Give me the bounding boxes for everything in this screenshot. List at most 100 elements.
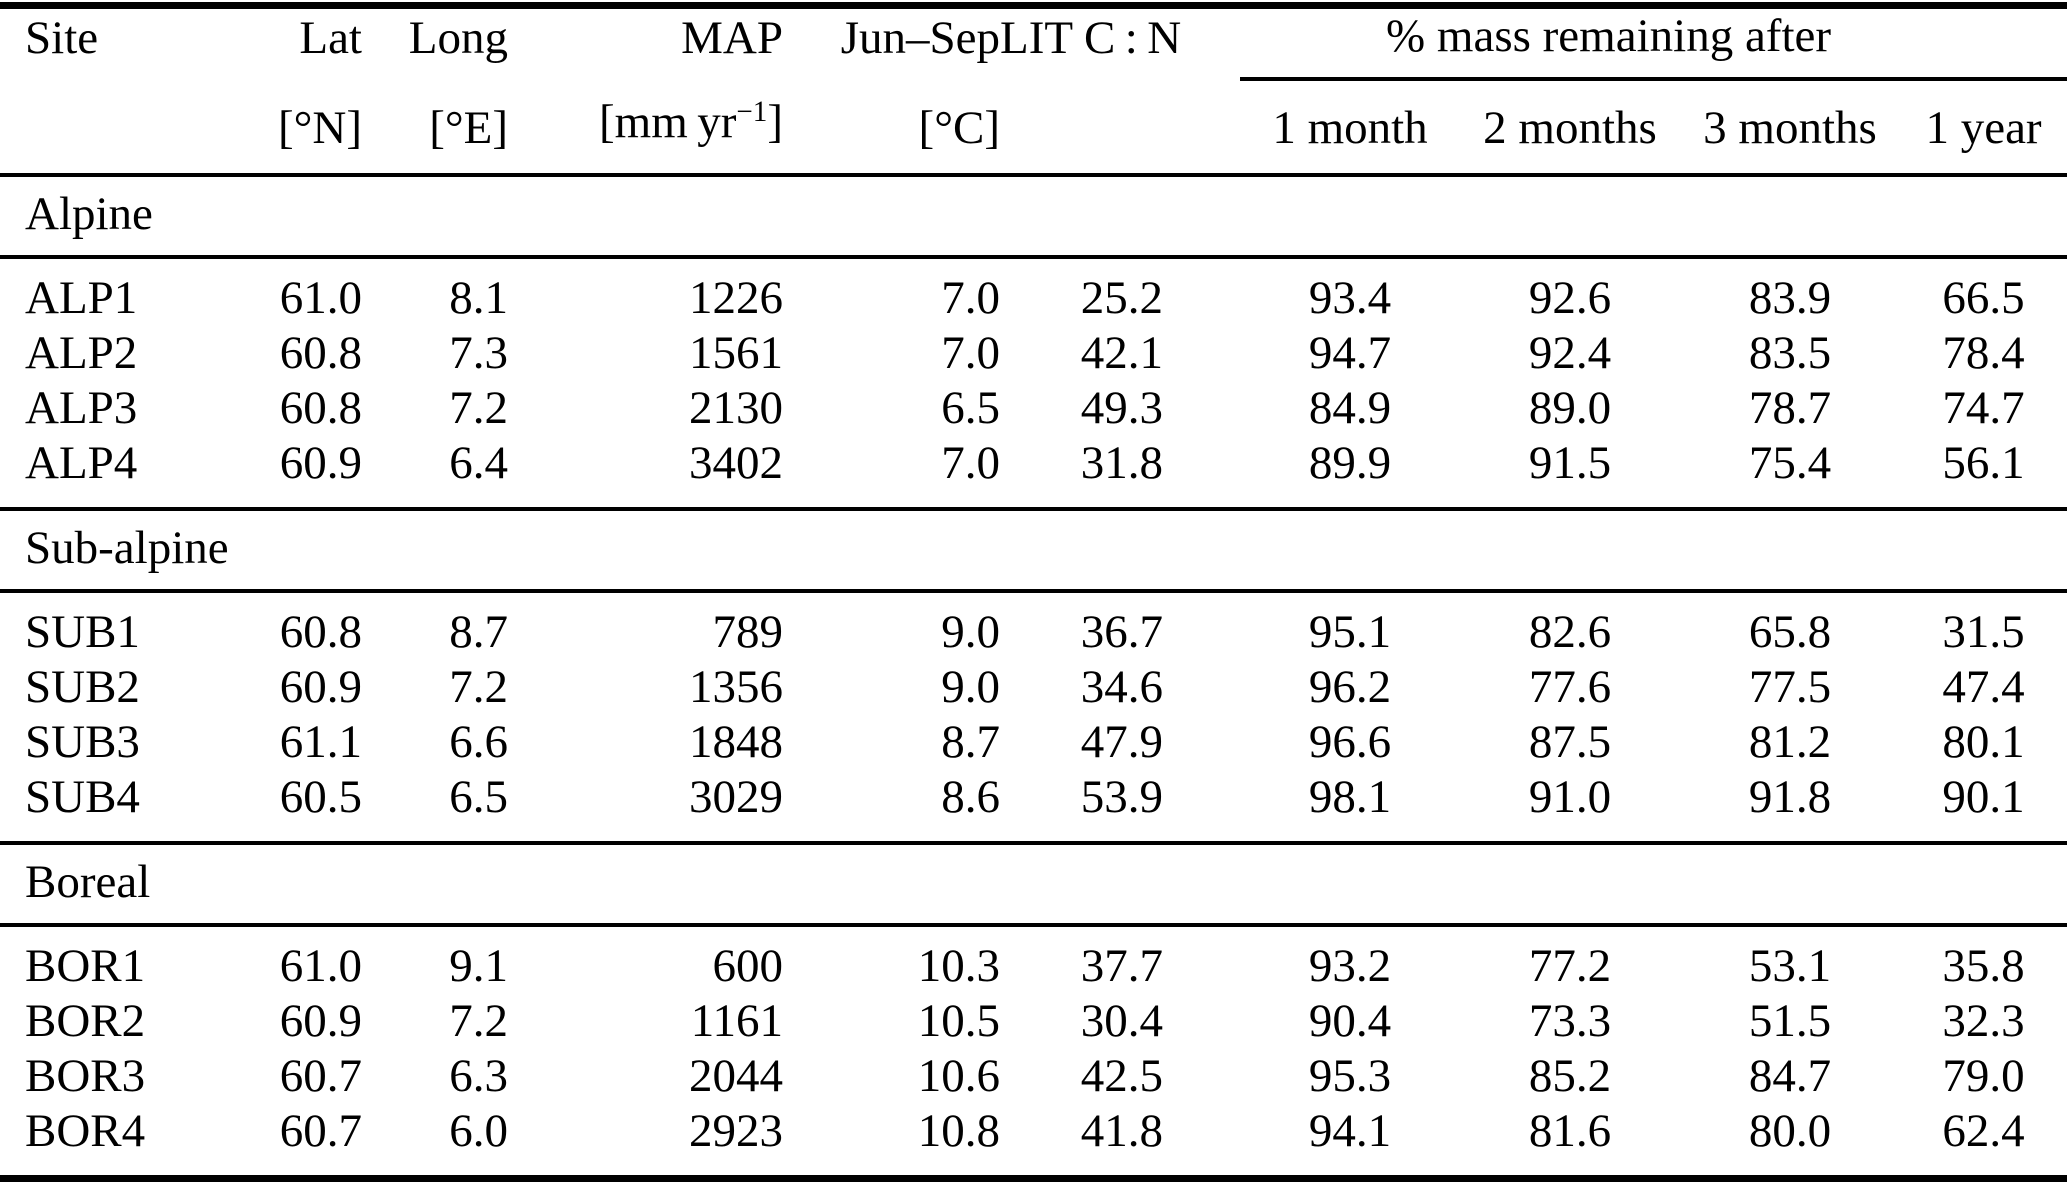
site-cell: BOR4 (25, 1105, 146, 1157)
litcn-cell: 53.9 (1080, 771, 1163, 823)
mass-1year-cell: 62.4 (1942, 1105, 2025, 1157)
table-row: SUB1 60.8 8.7 789 9.0 36.7 95.1 82.6 65.… (0, 591, 2067, 660)
mass-3months-cell: 81.2 (1748, 716, 1832, 768)
litcn-cell: 25.2 (1080, 272, 1163, 324)
long-cell: 6.6 (449, 716, 508, 768)
long-cell: 7.3 (449, 327, 508, 379)
lat-cell: 61.0 (279, 272, 362, 324)
mass-1year-cell: 32.3 (1942, 995, 2025, 1047)
map-cell: 789 (712, 606, 784, 658)
long-cell: 8.7 (449, 606, 508, 658)
junsep-cell: 6.5 (941, 382, 1000, 434)
lat-cell: 61.1 (279, 716, 362, 768)
map-cell: 2923 (689, 1105, 783, 1157)
mass-2months-cell: 92.6 (1528, 272, 1612, 324)
column-header-lat: Lat (299, 12, 362, 64)
map-cell: 2130 (689, 382, 783, 434)
mass-1month-cell: 94.7 (1308, 327, 1392, 379)
mass-2months-cell: 89.0 (1528, 382, 1612, 434)
lat-cell: 60.7 (279, 1050, 362, 1102)
section-subalpine: Sub-alpine SUB1 60.8 8.7 789 9.0 36.7 95… (0, 507, 2067, 843)
litcn-cell: 34.6 (1080, 661, 1163, 713)
long-cell: 6.0 (449, 1105, 508, 1157)
site-cell: BOR2 (25, 995, 146, 1047)
mass-2months-cell: 91.0 (1528, 771, 1612, 823)
mass-2months-cell: 85.2 (1528, 1050, 1612, 1102)
section-boreal: Boreal BOR1 61.0 9.1 600 10.3 37.7 93.2 … (0, 841, 2067, 1179)
table-row: SUB2 60.9 7.2 1356 9.0 34.6 96.2 77.6 77… (0, 660, 2067, 715)
mass-2months-cell: 77.2 (1528, 940, 1612, 992)
site-cell: ALP4 (25, 437, 138, 489)
litcn-cell: 36.7 (1080, 606, 1163, 658)
mass-1year-cell: 47.4 (1942, 661, 2025, 713)
map-unit-suffix: ] (767, 96, 783, 148)
junsep-cell: 9.0 (941, 606, 1000, 658)
map-unit-prefix: [mm yr (599, 96, 737, 148)
mass-3months-cell: 80.0 (1748, 1105, 1832, 1157)
mass-1year-cell: 31.5 (1942, 606, 2025, 658)
mass-1month-cell: 95.1 (1308, 606, 1392, 658)
junsep-cell: 7.0 (941, 272, 1000, 324)
mass-3months-cell: 51.5 (1748, 995, 1832, 1047)
lat-cell: 60.9 (279, 437, 362, 489)
long-cell: 7.2 (449, 661, 508, 713)
map-cell: 1356 (689, 661, 783, 713)
subcolumn-header-3months: 3 months (1680, 79, 1900, 177)
mass-2months-cell: 87.5 (1528, 716, 1612, 768)
mass-3months-cell: 77.5 (1748, 661, 1832, 713)
mass-1year-cell: 78.4 (1942, 327, 2025, 379)
site-cell: SUB1 (25, 606, 140, 658)
column-header-map: MAP (681, 12, 783, 64)
mass-3months-cell: 78.7 (1748, 382, 1832, 434)
junsep-cell: 10.8 (917, 1105, 1000, 1157)
section-header-row-subalpine: Sub-alpine (0, 507, 2067, 593)
map-unit-exponent: −1 (736, 95, 768, 128)
table-row: ALP3 60.8 7.2 2130 6.5 49.3 84.9 89.0 78… (0, 381, 2067, 436)
lat-cell: 61.0 (279, 940, 362, 992)
map-cell: 1848 (689, 716, 783, 768)
mass-1month-cell: 96.2 (1308, 661, 1392, 713)
site-cell: BOR3 (25, 1050, 146, 1102)
site-cell: SUB4 (25, 771, 140, 823)
column-header-litcn: LIT C : N (1000, 12, 1182, 64)
column-header-mass-remaining: % mass remaining after (1240, 5, 2067, 81)
mass-3months-cell: 91.8 (1748, 771, 1832, 823)
junsep-cell: 10.3 (917, 940, 1000, 992)
table-row: BOR4 60.7 6.0 2923 10.8 41.8 94.1 81.6 8… (0, 1104, 2067, 1179)
column-header-junsep: Jun–Sep (840, 12, 1000, 64)
long-cell: 6.4 (449, 437, 508, 489)
map-cell: 600 (712, 940, 784, 992)
table-row: ALP4 60.9 6.4 3402 7.0 31.8 89.9 91.5 75… (0, 436, 2067, 509)
table-row: BOR2 60.9 7.2 1161 10.5 30.4 90.4 73.3 5… (0, 994, 2067, 1049)
mass-1month-cell: 84.9 (1308, 382, 1392, 434)
mass-3months-cell: 75.4 (1748, 437, 1832, 489)
mass-3months-cell: 83.9 (1748, 272, 1832, 324)
litcn-cell: 42.1 (1080, 327, 1163, 379)
unit-litcn-empty (1000, 79, 1240, 177)
map-cell: 1161 (690, 995, 783, 1047)
header-row-units: [°N] [°E] [mm yr−1] [°C] 1 month 2 month… (0, 79, 2067, 177)
mass-1year-cell: 35.8 (1942, 940, 2025, 992)
mass-1year-cell: 66.5 (1942, 272, 2025, 324)
long-cell: 6.3 (449, 1050, 508, 1102)
long-cell: 8.1 (449, 272, 508, 324)
litcn-cell: 30.4 (1080, 995, 1163, 1047)
litcn-cell: 37.7 (1080, 940, 1163, 992)
table-row: SUB3 61.1 6.6 1848 8.7 47.9 96.6 87.5 81… (0, 715, 2067, 770)
mass-2months-cell: 82.6 (1528, 606, 1612, 658)
table-row: SUB4 60.5 6.5 3029 8.6 53.9 98.1 91.0 91… (0, 770, 2067, 843)
table-row: BOR3 60.7 6.3 2044 10.6 42.5 95.3 85.2 8… (0, 1049, 2067, 1104)
subcolumn-header-1year: 1 year (1900, 79, 2067, 177)
table-header: Site Lat Long MAP Jun–Sep LIT C : N % ma… (0, 5, 2067, 177)
mass-1month-cell: 93.4 (1308, 272, 1392, 324)
section-header-row-boreal: Boreal (0, 841, 2067, 927)
lat-cell: 60.9 (279, 661, 362, 713)
mass-1year-cell: 80.1 (1942, 716, 2025, 768)
table-row: ALP1 61.0 8.1 1226 7.0 25.2 93.4 92.6 83… (0, 257, 2067, 326)
unit-lat: [°N] (205, 79, 362, 177)
mass-1month-cell: 98.1 (1308, 771, 1392, 823)
map-cell: 1561 (689, 327, 783, 379)
mass-1month-cell: 89.9 (1308, 437, 1392, 489)
unit-junsep: [°C] (783, 79, 1000, 177)
lat-cell: 60.5 (279, 771, 362, 823)
